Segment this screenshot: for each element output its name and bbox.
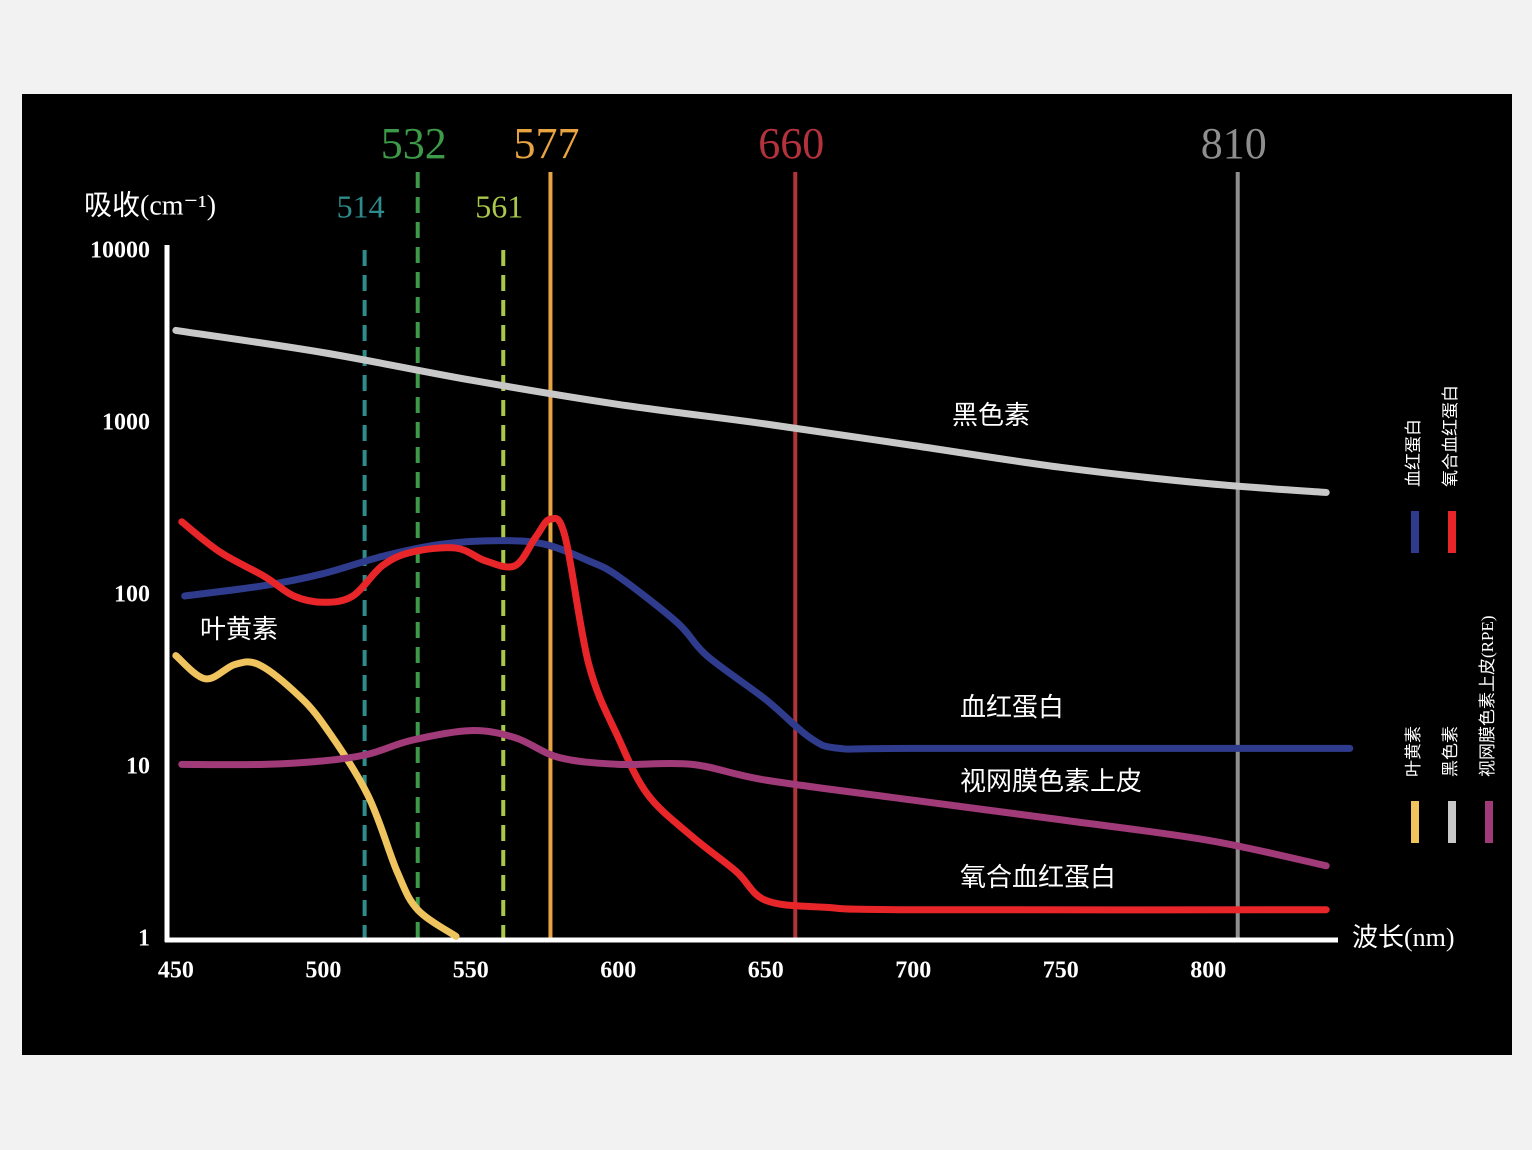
series-line [178,514,1330,914]
x-tick-label: 600 [600,958,636,984]
y-tick-label: 100 [114,582,150,608]
legend-label: 黑色素 [1441,726,1460,777]
legend-label: 视网膜色素上皮(RPE) [1478,616,1497,778]
y-axis-label: 吸收(cm⁻¹) [84,189,216,221]
y-tick-label: 1 [138,926,150,952]
laser-label: 810 [1201,119,1267,168]
series-label: 叶黄素 [200,615,278,644]
x-tick-label: 750 [1043,958,1079,984]
legend-label: 叶黄素 [1404,726,1423,777]
chart-panel [22,94,1512,1055]
series-label: 血红蛋白 [960,693,1064,722]
y-tick-label: 1000 [102,410,150,436]
y-tick-label: 10000 [90,238,150,264]
y-tick-label: 10 [126,754,150,780]
series-label: 视网膜色素上皮 [960,767,1142,796]
legend-label: 氧合血红蛋白 [1441,385,1460,487]
laser-label: 660 [758,119,824,168]
series-line [172,326,1330,496]
laser-label: 532 [381,119,447,168]
x-tick-label: 500 [305,958,341,984]
laser-label: 561 [475,188,523,224]
x-tick-label: 550 [453,958,489,984]
series-line [172,652,460,940]
series-line [181,537,1354,753]
series-line [178,727,1330,870]
laser-label: 514 [337,188,385,224]
series-label: 氧合血红蛋白 [960,863,1116,892]
x-axis-label: 波长(nm) [1352,923,1455,952]
laser-label: 577 [513,119,579,168]
x-tick-label: 800 [1190,958,1226,984]
series-label: 黑色素 [952,401,1030,430]
x-tick-label: 700 [895,958,931,984]
x-tick-label: 650 [748,958,784,984]
x-tick-label: 450 [158,958,194,984]
legend-label: 血红蛋白 [1404,419,1423,487]
